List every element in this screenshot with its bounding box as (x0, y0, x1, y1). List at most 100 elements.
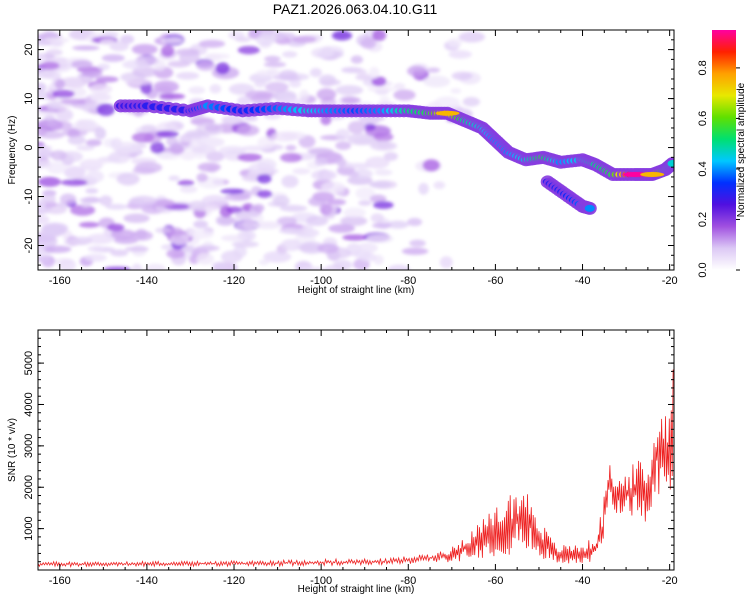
ridge-point (667, 159, 674, 167)
spectrogram-noise-blob (86, 233, 115, 245)
colorbar-tick-label: 0.2 (697, 212, 709, 227)
spectrogram-noise-blob (197, 137, 225, 148)
spectrogram-noise-blob (292, 168, 311, 175)
spectrogram-noise-blob (38, 234, 58, 248)
spectrogram-noise-blob (226, 206, 243, 214)
spectrogram-noise-blob (89, 83, 113, 95)
spectrogram-noise-blob (272, 195, 290, 207)
spectrogram-noise-blob (423, 75, 451, 88)
spectrogram-noise-blob (79, 197, 102, 204)
spectrogram-noise-blob (328, 224, 355, 233)
snr-series-line (38, 369, 674, 568)
spectrogram-noise-blob (51, 89, 75, 98)
x-tick-label: -100 (310, 275, 332, 287)
spectrogram-noise-blob (179, 185, 198, 194)
spectrogram-noise-blob (393, 82, 406, 90)
spectrogram-noise-blob (160, 37, 183, 44)
spectrogram-noise-blob (358, 200, 372, 206)
spectrogram-noise-blob (368, 181, 392, 188)
spectrogram-noise-blob (99, 38, 115, 46)
spectrogram-noise-blob (285, 144, 297, 151)
spectrogram-noise-blob (131, 43, 158, 55)
spectrogram-noise-blob (371, 76, 387, 87)
spectrogram-noise-blob (364, 123, 376, 131)
spectrogram-noise-blob (374, 169, 393, 176)
spectrogram-noise-blob (103, 266, 132, 270)
x-tick-label: -160 (49, 575, 71, 587)
spectrogram-noise-blob (131, 132, 155, 143)
spectrogram-noise-blob (433, 181, 446, 190)
y-tick-label: 1000 (23, 516, 35, 540)
spectrogram-noise-blob (347, 171, 360, 177)
spectrogram-noise-blob (235, 37, 251, 43)
spectrogram-noise-blob (39, 61, 60, 70)
spectrogram-noise-blob (291, 35, 317, 43)
spectrogram-noise-blob (434, 96, 461, 110)
spectrogram-noise-blob (107, 223, 125, 232)
spectrogram-noise-blob (195, 245, 220, 252)
spectrogram-noise-blob (134, 162, 163, 174)
x-tick-label: -140 (136, 275, 158, 287)
spectrogram-noise-blob (38, 82, 47, 93)
x-tick-label: -120 (223, 275, 245, 287)
spectrogram-panel: -160 -140 -120 -100 -80 -60 -40 -20 -20-1001020… (7, 29, 678, 296)
spectrogram-noise-blob (236, 124, 260, 136)
spectrogram-noise-blob (108, 151, 131, 164)
spectrogram-noise-blob (254, 221, 282, 230)
spectrogram-noise-blob (233, 245, 247, 258)
colorbar-axis: 0.0 0.2 0.4 0.6 0.8 (697, 60, 740, 278)
y-tick-label: 2000 (23, 475, 35, 499)
spectrogram-noise-blob (78, 221, 100, 228)
spectrogram-noise-blob (370, 141, 398, 151)
spectrogram-noise-blob (204, 124, 221, 133)
spectrogram-noise-blob (335, 128, 350, 141)
spectrogram-noise-blob (218, 217, 239, 225)
spectrogram-noise-blob (407, 65, 427, 77)
spectrogram-noise-blob (447, 38, 463, 48)
spectrogram-noise-blob (152, 199, 176, 208)
colorbar-tick-label: 0.4 (697, 161, 709, 176)
spectrogram-noise-blob (409, 239, 426, 247)
spectrogram-noise-blob (299, 241, 325, 254)
spectrogram-noise-blob (335, 141, 352, 151)
spectrogram-noise-blob (195, 253, 215, 265)
x-tick-label: -20 (662, 575, 678, 587)
spectrogram-noise-blob (387, 264, 411, 270)
spectrogram-noise-blob (280, 152, 303, 163)
spectrogram-noise-blob (59, 77, 88, 89)
snr-x-label: Height of straight line (km) (298, 584, 415, 595)
spectrogram-noise-blob (90, 92, 112, 103)
spectrogram-noise-blob (150, 141, 165, 154)
spectrogram-noise-blob (258, 259, 270, 266)
spectrogram-noise-blob (166, 249, 186, 259)
spectrogram-noise-blob (294, 260, 313, 270)
spectrogram-noise-blob (274, 32, 296, 39)
spectrogram-noise-blob (426, 67, 441, 73)
spectrogram-noise-blob (131, 263, 143, 270)
colorbar-gradient (712, 30, 736, 270)
spectrogram-noise-blob (320, 79, 342, 86)
spectrogram-noise-blob (140, 124, 157, 132)
spectrogram-noise-blob (281, 175, 299, 188)
spectrogram-noise-blob (335, 85, 364, 96)
spectrogram-noise-blob (231, 241, 259, 248)
spectrogram-noise-blob (129, 195, 158, 206)
spectrogram-noise-blob (347, 121, 365, 134)
spectrogram-noise-blob (234, 210, 252, 220)
spectrogram-noise-blob (168, 175, 180, 181)
spectrogram-noise-blob (255, 34, 276, 46)
spectrogram-noise-blob (178, 51, 200, 64)
spectrogram-noise-blob (263, 251, 292, 263)
spectrogram-noise-blob (85, 170, 104, 183)
snr-x-axis: -160 -140 -120 -100 -80 -60 -40 -20 (37, 330, 678, 587)
spectrogram-noise-blob (458, 31, 486, 43)
spectrogram-noise-blob (343, 207, 366, 218)
spectrogram-noise-blob (319, 203, 333, 216)
x-tick-label: -160 (49, 275, 71, 287)
spectrogram-noise-blob (368, 66, 380, 79)
spectrogram-noise-blob (418, 182, 429, 195)
spectrogram-noise-blob (116, 172, 140, 186)
spectrogram-noise-blob (448, 50, 472, 59)
spectrogram-noise-blob (175, 71, 200, 80)
y-tick-label: 20 (23, 43, 35, 55)
